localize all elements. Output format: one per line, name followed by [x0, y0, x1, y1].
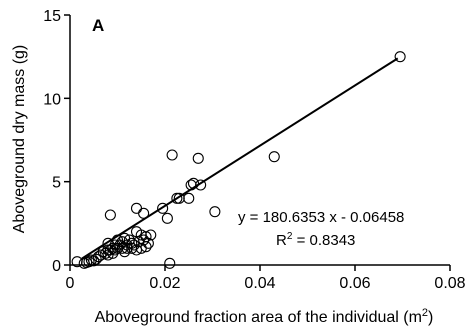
data-point	[145, 229, 157, 241]
data-point	[195, 179, 207, 191]
data-point	[119, 232, 131, 244]
x-axis-label: Aboveground fraction area of the individ…	[95, 307, 434, 326]
data-point	[166, 149, 178, 161]
panel-label: A	[92, 16, 104, 35]
data-point	[142, 237, 154, 249]
y-tick-label: 10	[43, 91, 61, 108]
data-point	[164, 257, 176, 269]
y-tick-label: 15	[43, 8, 61, 25]
data-point	[130, 202, 143, 214]
plot-layer: 0 5 10 15 0 0.02 0.04 0.06 0.08	[43, 8, 465, 292]
data-point	[119, 246, 131, 258]
x-tick-label: 0.06	[339, 275, 370, 292]
data-point	[161, 212, 173, 224]
y-tick-label: 5	[52, 175, 61, 192]
data-point	[394, 51, 406, 63]
x-axis-label-close: )	[428, 309, 433, 326]
data-point	[183, 192, 195, 204]
x-axis-label-main: Aboveground fraction area of the individ…	[95, 309, 422, 326]
data-point	[102, 237, 114, 249]
regression-line	[81, 57, 399, 260]
x-axis-label-superscript: 2	[422, 307, 428, 319]
x-tick-label: 0.08	[434, 275, 465, 292]
data-point	[104, 209, 116, 221]
r-squared-superscript: 2	[287, 231, 293, 242]
data-point	[268, 151, 280, 163]
y-axis-label: Aboveground dry mass (g)	[11, 45, 28, 234]
data-point	[111, 234, 124, 246]
x-tick-label: 0.04	[244, 275, 275, 292]
r-squared-label: R2 = 0.8343	[276, 231, 355, 249]
data-point	[157, 202, 169, 214]
data-point	[130, 244, 143, 256]
r-squared-value: = 0.8343	[292, 232, 355, 249]
y-tick-label: 0	[52, 258, 61, 275]
x-tick-label: 0.02	[149, 275, 180, 292]
r-squared-prefix: R	[276, 232, 287, 249]
data-point	[83, 256, 95, 268]
regression-equation: y = 180.6353 x - 0.06458	[238, 209, 404, 226]
x-tick-label: 0	[66, 275, 75, 292]
data-point	[192, 152, 204, 164]
data-point	[187, 177, 200, 189]
data-point	[109, 239, 121, 251]
data-point	[209, 206, 221, 218]
data-point	[140, 241, 152, 253]
data-point	[138, 207, 150, 219]
